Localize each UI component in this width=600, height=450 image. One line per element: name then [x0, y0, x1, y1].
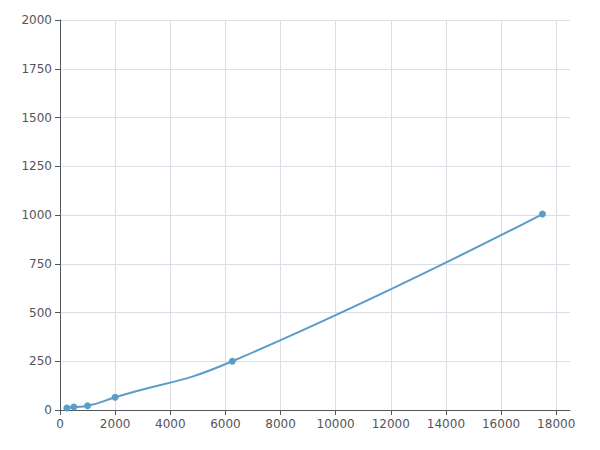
svg-text:8000: 8000 — [265, 417, 296, 431]
svg-text:500: 500 — [29, 306, 52, 320]
svg-text:0: 0 — [56, 417, 64, 431]
svg-text:1500: 1500 — [21, 111, 52, 125]
svg-text:6000: 6000 — [210, 417, 241, 431]
svg-text:2000: 2000 — [100, 417, 131, 431]
svg-text:250: 250 — [29, 354, 52, 368]
svg-text:16000: 16000 — [482, 417, 520, 431]
svg-text:14000: 14000 — [427, 417, 465, 431]
svg-text:1250: 1250 — [21, 159, 52, 173]
svg-text:2000: 2000 — [21, 13, 52, 27]
svg-text:4000: 4000 — [155, 417, 186, 431]
svg-text:0: 0 — [44, 403, 52, 417]
svg-text:1750: 1750 — [21, 62, 52, 76]
svg-text:12000: 12000 — [372, 417, 410, 431]
svg-text:10000: 10000 — [317, 417, 355, 431]
svg-text:1000: 1000 — [21, 208, 52, 222]
svg-text:18000: 18000 — [537, 417, 575, 431]
svg-text:750: 750 — [29, 257, 52, 271]
